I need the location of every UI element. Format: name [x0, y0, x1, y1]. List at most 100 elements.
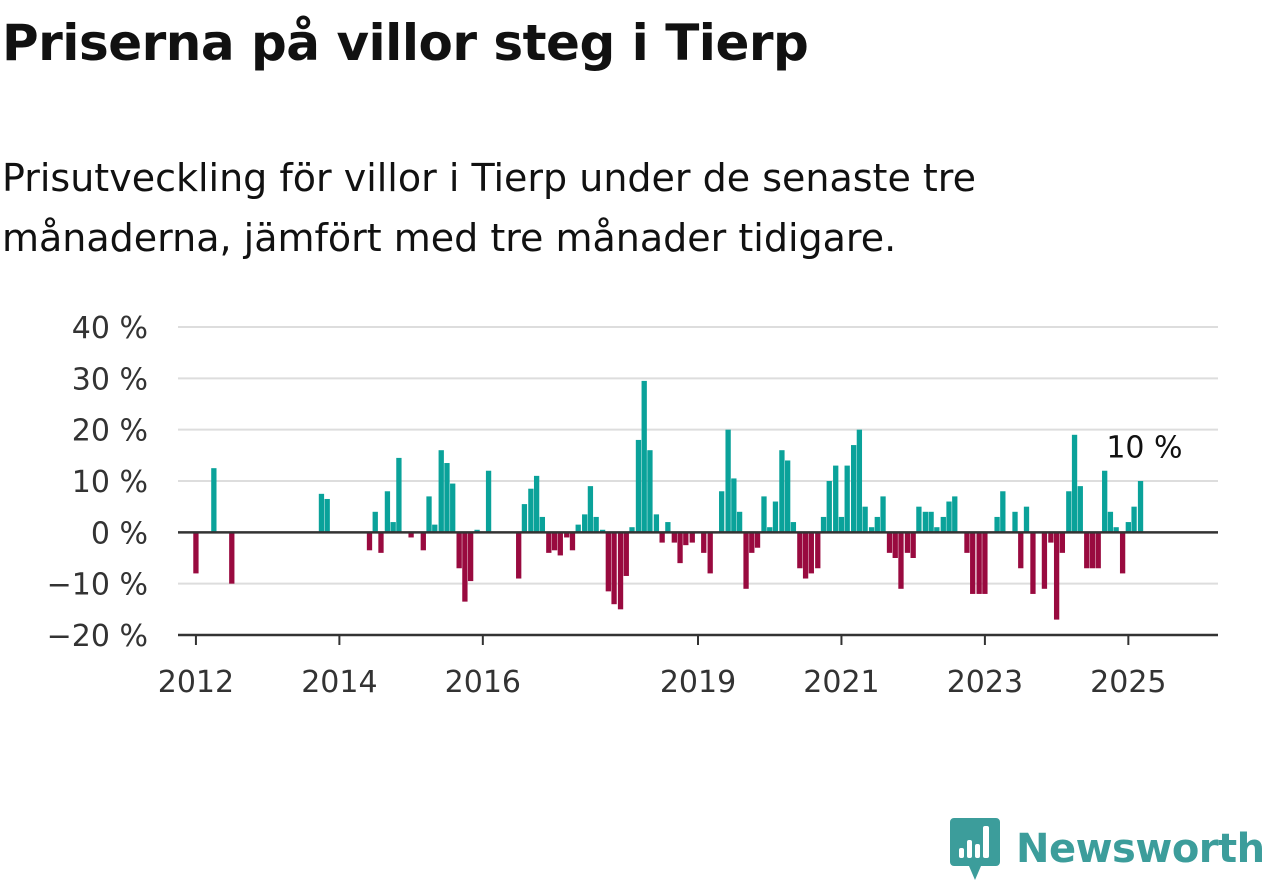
bar	[1125, 522, 1131, 533]
bar	[318, 493, 325, 533]
bar	[533, 475, 540, 533]
bar	[229, 532, 235, 584]
bar	[438, 450, 444, 533]
bar	[557, 532, 563, 556]
bar	[982, 532, 988, 594]
bar	[683, 532, 689, 546]
bar	[1041, 532, 1048, 589]
bar	[582, 514, 588, 533]
bar	[964, 532, 970, 553]
bar	[1071, 434, 1078, 533]
bar	[611, 532, 617, 605]
bar	[892, 532, 898, 558]
bar	[390, 522, 396, 533]
bar	[779, 450, 785, 533]
bar	[605, 532, 611, 592]
bar	[462, 532, 468, 602]
bar	[850, 445, 857, 533]
bar	[880, 496, 886, 533]
y-tick-label: −10 %	[47, 568, 148, 603]
bar	[1023, 506, 1030, 533]
bar	[426, 496, 432, 533]
x-tick-label: 2014	[301, 665, 377, 700]
bar	[587, 486, 594, 533]
bar	[844, 465, 850, 533]
x-tick-label: 2025	[1090, 665, 1166, 700]
bar	[833, 465, 839, 533]
bar	[898, 532, 904, 589]
chart-title: Priserna på villor steg i Tierp	[2, 14, 809, 72]
bar	[1000, 491, 1006, 533]
bar	[820, 516, 827, 533]
bar	[761, 496, 767, 533]
bar	[940, 516, 946, 533]
bar	[378, 532, 384, 553]
bar	[970, 532, 976, 594]
last-value-label: 10 %	[1106, 431, 1182, 466]
bar	[659, 532, 665, 543]
bar	[528, 488, 534, 533]
bar	[736, 511, 743, 533]
bar-chart: 40 % 30 % 20 % 10 % 0 % −10 % −20 % 2012 2014 201…	[47, 311, 1218, 700]
bar	[731, 478, 737, 533]
bar	[874, 516, 880, 533]
bar	[904, 532, 911, 553]
y-tick-label: −20 %	[47, 619, 148, 654]
bar	[916, 506, 922, 533]
y-tick-label: 30 %	[72, 362, 148, 397]
bar	[516, 532, 522, 579]
x-tick-label: 2019	[660, 665, 736, 700]
bar	[976, 532, 982, 594]
bar	[1066, 491, 1072, 533]
bar	[1030, 532, 1036, 594]
bar	[372, 511, 378, 533]
y-tick-label: 0 %	[91, 516, 148, 551]
bar	[677, 532, 683, 564]
bar	[1137, 481, 1144, 533]
bar	[653, 514, 660, 533]
bar	[886, 532, 893, 553]
bar	[934, 527, 940, 533]
bar	[1059, 532, 1066, 553]
bar	[725, 429, 731, 533]
y-tick-label: 10 %	[72, 465, 148, 500]
bar	[719, 491, 725, 533]
bar	[539, 516, 546, 533]
bar	[408, 532, 414, 538]
bar	[1102, 470, 1108, 533]
bar	[1089, 532, 1096, 569]
bar	[1084, 532, 1090, 569]
bar	[922, 511, 929, 533]
bar	[324, 498, 330, 533]
bar	[910, 532, 916, 558]
newsworthy-logo-text: Newsworthy	[1016, 826, 1262, 872]
x-tick-label: 2021	[803, 665, 879, 700]
bar	[797, 532, 803, 569]
bar	[1048, 532, 1054, 543]
bar	[808, 532, 814, 574]
bar	[546, 532, 552, 553]
bar	[838, 516, 845, 533]
bar	[396, 457, 402, 533]
bar	[551, 532, 558, 551]
bar	[641, 380, 647, 533]
bar	[772, 501, 779, 533]
x-tick-label: 2016	[445, 665, 521, 700]
bar	[1012, 511, 1018, 533]
bar	[1107, 511, 1114, 533]
bar	[647, 450, 653, 533]
bar	[629, 527, 635, 533]
bar	[617, 532, 624, 610]
bar	[785, 460, 791, 533]
bar	[485, 470, 492, 533]
bar	[1095, 532, 1101, 569]
bar	[1053, 532, 1060, 620]
bar	[599, 529, 606, 533]
bar	[474, 529, 480, 533]
bar	[384, 491, 391, 533]
bar	[754, 532, 761, 548]
bar	[815, 532, 821, 569]
bar	[665, 522, 671, 533]
bar	[707, 532, 713, 574]
bar	[826, 481, 832, 533]
